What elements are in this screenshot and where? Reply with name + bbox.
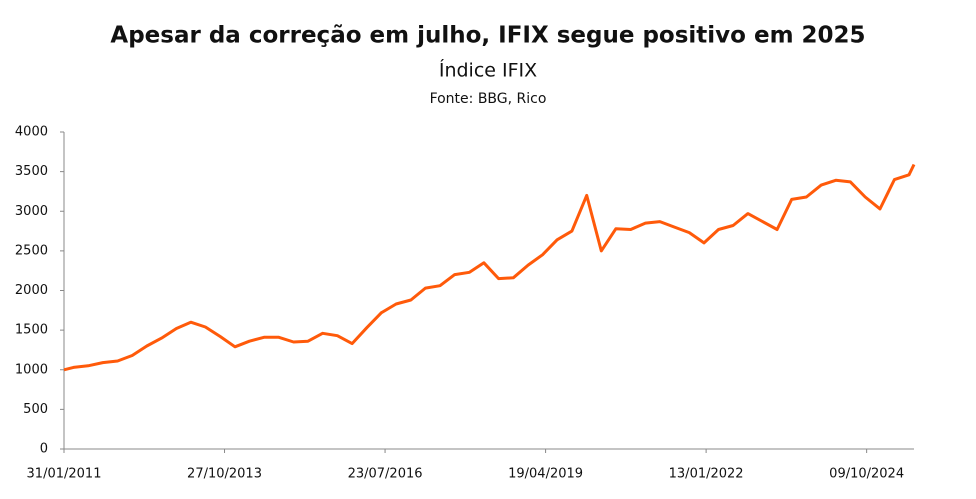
x-tick-label: 19/04/2019 (508, 467, 583, 482)
chart-title: Apesar da correção em julho, IFIX segue … (110, 23, 865, 49)
x-tick-label: 13/01/2022 (669, 467, 744, 482)
x-tick-label: 27/10/2013 (187, 467, 262, 482)
y-tick-label: 3000 (15, 204, 48, 219)
y-tick-label: 500 (23, 402, 48, 417)
y-tick-label: 3500 (15, 164, 48, 179)
x-tick-label: 23/07/2016 (348, 467, 423, 482)
y-tick-label: 2000 (15, 283, 48, 298)
y-tick-label: 4000 (15, 125, 48, 140)
y-tick-label: 2500 (15, 243, 48, 258)
y-tick-label: 1000 (15, 362, 48, 377)
x-tick-label: 31/01/2011 (27, 467, 102, 482)
chart-subtitle: Índice IFIX (439, 59, 537, 82)
y-tick-label: 1500 (15, 323, 48, 338)
series-line (63, 163, 916, 372)
y-tick-label: 0 (40, 442, 48, 457)
chart-source: Fonte: BBG, Rico (430, 91, 547, 107)
x-tick-label: 09/10/2024 (829, 467, 904, 482)
